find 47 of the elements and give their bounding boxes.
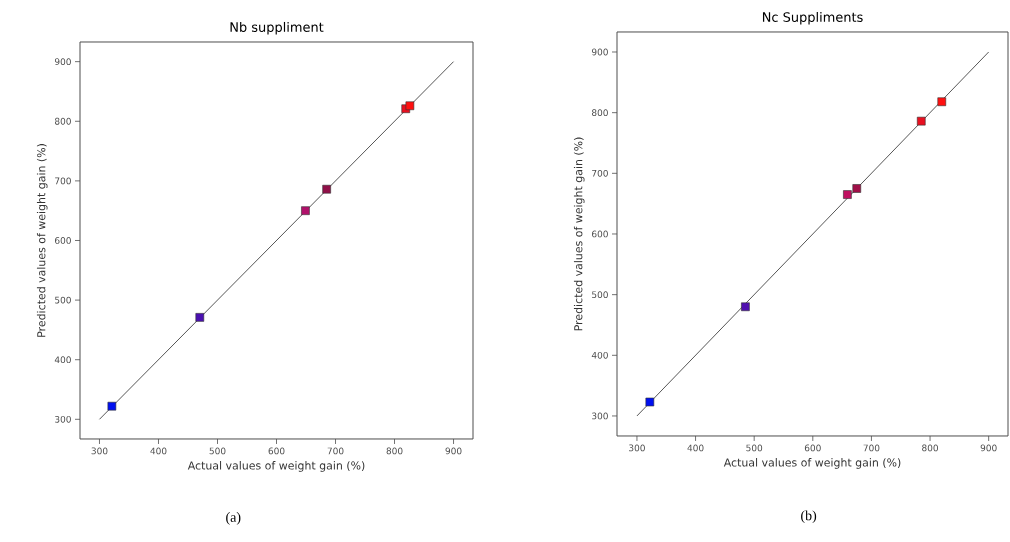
point — [852, 184, 862, 193]
y-axis-title: Predicted values of weight gain (%) — [36, 144, 48, 337]
x-tick-label: 900 — [445, 447, 462, 455]
text: (a) — [226, 512, 241, 525]
x-tick-label: 700 — [863, 444, 880, 452]
y-tick-label: 600 — [592, 230, 608, 238]
point — [405, 101, 415, 111]
x-axis-title: Actual values of weight gain (%) — [187, 461, 365, 472]
x-tick-label: 600 — [804, 444, 821, 452]
x-tick-label: 300 — [629, 444, 645, 452]
point — [916, 116, 926, 126]
point — [741, 302, 750, 312]
point — [107, 401, 117, 411]
y-tick-label: 900 — [591, 48, 608, 56]
x-tick-label: 800 — [922, 444, 939, 452]
point — [937, 97, 947, 107]
y-tick-label: 500 — [592, 291, 608, 299]
x-tick-label: 800 — [386, 447, 403, 455]
x-tick-label: 700 — [327, 447, 344, 455]
y-tick-label: 800 — [54, 117, 71, 125]
x-tick-label: 500 — [746, 444, 763, 452]
y-tick-label: 500 — [55, 296, 71, 304]
x-tick-label: 900 — [980, 444, 997, 452]
x-axis-title: Actual values of weight gain (%) — [723, 458, 901, 469]
y-tick-label: 800 — [591, 109, 608, 117]
point — [195, 313, 205, 322]
y-tick-label: 600 — [55, 237, 71, 244]
y-tick-label: 400 — [591, 351, 608, 359]
point — [301, 206, 310, 215]
chart-title: Nc Suppliments — [762, 11, 863, 25]
y-axis-title: Predicted values of weight gain (%) — [573, 137, 585, 331]
x-tick-label: 400 — [687, 444, 704, 452]
x-tick-label: 400 — [150, 447, 167, 455]
y-tick-label: 300 — [592, 412, 608, 420]
x-tick-label: 500 — [209, 447, 226, 455]
y-tick-label: 300 — [55, 415, 71, 423]
point — [322, 184, 331, 194]
y-tick-label: 700 — [592, 169, 608, 177]
chart-title: Nb suppliment — [230, 21, 324, 35]
x-tick-label: 600 — [268, 447, 285, 455]
point — [843, 190, 852, 199]
y-tick-label: 700 — [55, 177, 71, 185]
y-tick-label: 900 — [54, 58, 71, 66]
point — [645, 397, 655, 407]
x-tick-label: 300 — [91, 447, 108, 455]
y-tick-label: 400 — [54, 356, 71, 364]
text: (b) — [801, 510, 817, 524]
